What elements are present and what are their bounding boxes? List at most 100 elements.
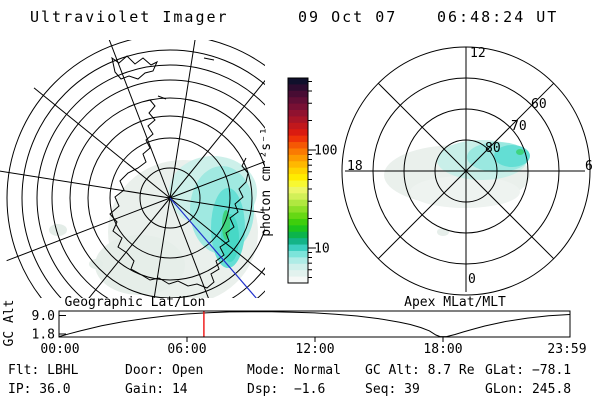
colorbar-band (288, 231, 308, 239)
colorbar-tick-label-10: 10 (314, 242, 330, 257)
colorbar-band (288, 122, 308, 130)
colorbar-bands (288, 78, 308, 284)
meridian-line (169, 40, 196, 199)
latlon-grid (0, 40, 265, 298)
xtick-label-0000: 00:00 (40, 342, 79, 357)
colorbar-band (288, 206, 308, 213)
meridian-line (88, 197, 171, 298)
aurora-patch (410, 176, 520, 208)
right-plot-caption: Apex MLat/MLT (404, 295, 506, 310)
colorbar-band (288, 257, 308, 265)
meridian-line (6, 197, 171, 262)
colorbar-band (288, 135, 308, 143)
antarctica-coastline (109, 99, 249, 289)
colorbar-band (288, 84, 308, 92)
status-gc-alt: GC Alt: 8.7 Re (365, 363, 475, 378)
status-gain: Gain: 14 (125, 382, 188, 397)
mlat-mlt-grid (341, 46, 591, 296)
south-america-coastline (111, 55, 159, 80)
status-glon: GLon: 245.8 (485, 382, 572, 397)
colorbar-band (288, 78, 308, 85)
colorbar-band (288, 148, 308, 156)
xtick-label-2359: 23:59 (547, 342, 586, 357)
meridian-line (153, 197, 171, 298)
colorbar-band (288, 129, 308, 137)
mlat-label-80: 80 (485, 141, 501, 156)
aurora-patch (49, 224, 67, 236)
colorbar-band (288, 110, 308, 117)
status-seq: Seq: 39 (365, 382, 420, 397)
status-glat: GLat: −78.1 (485, 363, 572, 378)
colorbar-band (288, 167, 308, 175)
latitude-ring (51, 79, 265, 298)
colorbar-band (288, 270, 308, 277)
xtick-label-1800: 18:00 (423, 342, 462, 357)
colorbar-band (288, 218, 308, 226)
ytick-label-9: 9.0 (32, 309, 55, 324)
meridian-line (169, 197, 209, 298)
spacecraft-track-line (169, 197, 257, 298)
status-door: Door: Open (125, 363, 204, 378)
mlat-label-70: 70 (511, 119, 527, 134)
apex-polar-plot: 12 18 6 0 80 70 60 (341, 46, 593, 296)
status-dsp: Dsp: −1.6 (247, 382, 326, 397)
mlt-label-6: 6 (585, 159, 593, 174)
latitude-ring (139, 167, 201, 229)
colorbar-band (288, 90, 308, 98)
status-flt: Flt: LBHL (8, 363, 79, 378)
island-mark-1 (203, 57, 215, 61)
colorbar-ticks (308, 81, 316, 279)
meridian-line (169, 197, 265, 214)
mlt-label-12: 12 (470, 46, 486, 61)
meridian-line (169, 197, 265, 276)
mlat-label-60: 60 (531, 97, 547, 112)
latitude-ring (36, 64, 265, 298)
aurora-image-layer (384, 140, 530, 236)
colorbar-band (288, 225, 308, 233)
colorbar-band (288, 186, 308, 194)
colorbar-frame (287, 77, 309, 284)
colorbar-band (288, 174, 308, 181)
status-mode: Mode: Normal (247, 363, 341, 378)
latitude-ring (109, 137, 231, 259)
colorbar-tick-label-100: 100 (314, 144, 337, 159)
meridian-line (0, 170, 171, 199)
colorbar-band (288, 180, 308, 188)
colorbar-band (288, 276, 308, 284)
geographic-polar-plot (0, 40, 265, 298)
instrument-title: Ultraviolet Imager (30, 8, 229, 26)
mlt-diagonal (377, 82, 555, 260)
colorbar-band (288, 244, 308, 252)
aurora-patch (222, 210, 230, 240)
latitude-ring (87, 115, 253, 281)
meridian-line (33, 87, 171, 199)
aurora-patch (95, 235, 185, 295)
status-ip: IP: 36.0 (8, 382, 71, 397)
left-plot-caption: Geographic Lat/Lon (65, 295, 206, 310)
mlt-label-0: 0 (468, 272, 476, 287)
colorbar-band (288, 97, 308, 105)
colorbar-unit-label: photon cm⁻²s⁻¹ (259, 127, 274, 237)
colorbar-band (288, 142, 308, 149)
colorbar: photon cm⁻²s⁻¹ 100 10 (259, 77, 337, 284)
date-label: 09 Oct 07 (298, 8, 398, 26)
y-axis-label: GC Alt (2, 300, 17, 347)
colorbar-band (288, 161, 308, 169)
gc-alt-timeline: Geographic Lat/Lon Apex MLat/MLT 9.0 1.8… (2, 295, 587, 357)
time-label: 06:48:24 UT (437, 8, 559, 26)
latitude-ring (69, 97, 265, 298)
aurora-patch (89, 259, 103, 269)
ytick-label-1.8: 1.8 (32, 328, 55, 343)
xtick-label-0600: 06:00 (167, 342, 206, 357)
colorbar-band (288, 116, 308, 124)
colorbar-band (288, 154, 308, 162)
gc-alt-curve (58, 311, 570, 338)
colorbar-band (288, 263, 308, 271)
colorbar-band (288, 199, 308, 207)
island-mark-2 (157, 95, 167, 100)
latitude-ring (21, 49, 265, 298)
latitude-ring (6, 40, 265, 298)
mlt-label-18: 18 (347, 159, 363, 174)
meridian-line (169, 160, 265, 199)
